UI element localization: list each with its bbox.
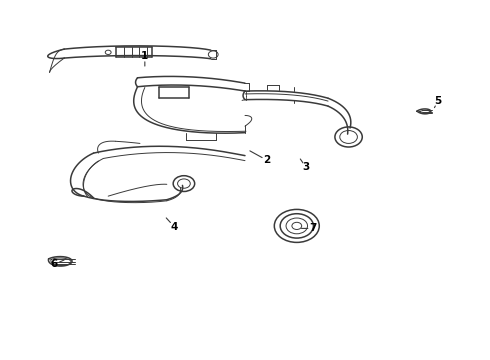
- Text: 6: 6: [51, 259, 58, 269]
- Text: 3: 3: [302, 162, 310, 172]
- Text: 5: 5: [434, 96, 441, 106]
- Text: 2: 2: [263, 155, 270, 165]
- Text: 7: 7: [310, 224, 317, 233]
- Text: 1: 1: [141, 51, 148, 61]
- Text: 4: 4: [171, 222, 178, 231]
